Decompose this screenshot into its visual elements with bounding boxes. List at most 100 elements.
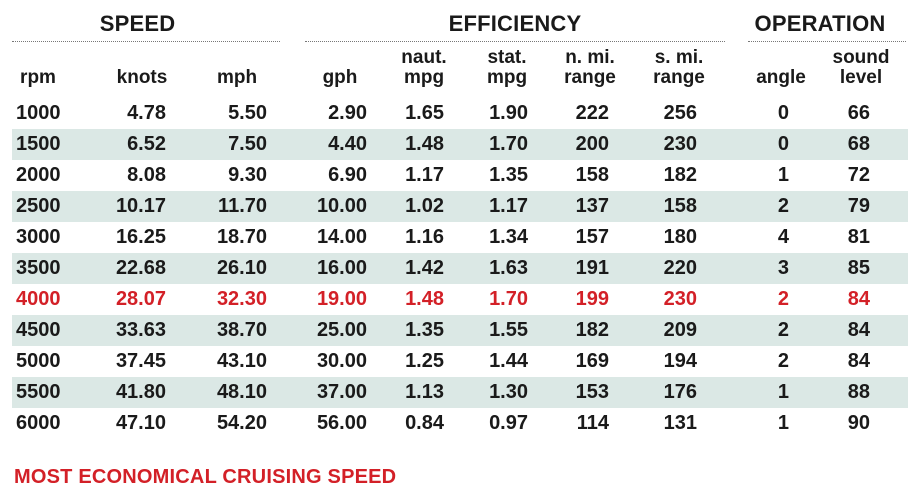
column-header-rpm: rpm <box>20 67 56 88</box>
cell-stat-mpg: 1.30 <box>489 381 528 403</box>
cell-angle: 1 <box>777 381 789 403</box>
cell-s-mi-range: 158 <box>663 195 697 217</box>
cell-s-mi-range: 194 <box>663 350 697 372</box>
table-row-highlighted: 4000 28.07 32.30 19.00 1.48 1.70 199 230 2 84 <box>12 284 908 315</box>
cell-rpm: 5000 <box>16 350 61 372</box>
cell-rpm: 1000 <box>16 102 61 124</box>
cell-s-mi-range: 209 <box>663 319 697 341</box>
cell-stat-mpg: 1.35 <box>489 164 528 186</box>
cell-rpm: 5500 <box>16 381 61 403</box>
cell-angle: 2 <box>777 350 789 372</box>
cell-knots: 16.25 <box>115 226 166 248</box>
table-row: 5000 37.45 43.10 30.00 1.25 1.44 169 194 2 84 <box>12 346 908 377</box>
cell-angle: 2 <box>777 319 789 341</box>
cell-knots: 28.07 <box>115 288 166 310</box>
cell-knots: 47.10 <box>115 412 166 434</box>
cell-gph: 37.00 <box>316 381 367 403</box>
cell-knots: 22.68 <box>115 257 166 279</box>
cell-sound-level: 72 <box>847 164 870 186</box>
cell-mph: 9.30 <box>228 164 267 186</box>
cell-n-mi-range: 182 <box>575 319 609 341</box>
cell-rpm: 6000 <box>16 412 61 434</box>
cell-angle: 3 <box>777 257 789 279</box>
cell-rpm: 3500 <box>16 257 61 279</box>
cell-naut-mpg: 1.16 <box>405 226 444 248</box>
cell-rpm: 2500 <box>16 195 61 217</box>
cell-mph: 11.70 <box>218 195 267 217</box>
cell-gph: 14.00 <box>316 226 367 248</box>
cell-angle: 0 <box>777 102 789 124</box>
cell-n-mi-range: 158 <box>575 164 609 186</box>
column-header-naut-mpg: naut. mpg <box>401 47 447 88</box>
cell-n-mi-range: 153 <box>575 381 609 403</box>
column-header-gph: gph <box>322 67 358 88</box>
cell-mph: 32.30 <box>216 288 267 310</box>
cell-naut-mpg: 1.48 <box>405 288 444 310</box>
cell-naut-mpg: 1.42 <box>405 257 444 279</box>
column-header-s-mi-range: s. mi. range <box>653 47 705 88</box>
cell-rpm: 1500 <box>16 133 61 155</box>
cell-angle: 0 <box>777 133 789 155</box>
cell-sound-level: 84 <box>847 350 870 372</box>
cell-angle: 1 <box>777 164 789 186</box>
cell-gph: 19.00 <box>316 288 367 310</box>
column-header-sound-level: sound level <box>832 47 890 88</box>
group-title-operation: OPERATION <box>754 11 886 36</box>
table-row: 1500 6.52 7.50 4.40 1.48 1.70 200 230 0 68 <box>12 129 908 160</box>
table-row: 3000 16.25 18.70 14.00 1.16 1.34 157 180 4 81 <box>12 222 908 253</box>
cell-sound-level: 79 <box>847 195 870 217</box>
cell-stat-mpg: 1.70 <box>489 288 528 310</box>
cell-gph: 6.90 <box>328 164 367 186</box>
cell-angle: 2 <box>777 288 789 310</box>
cell-gph: 56.00 <box>316 412 367 434</box>
group-divider-speed <box>12 41 280 42</box>
cell-gph: 16.00 <box>316 257 367 279</box>
cell-s-mi-range: 220 <box>663 257 697 279</box>
cell-n-mi-range: 137 <box>575 195 609 217</box>
cell-gph: 30.00 <box>316 350 367 372</box>
cell-n-mi-range: 199 <box>575 288 609 310</box>
cell-stat-mpg: 0.97 <box>489 412 528 434</box>
cell-naut-mpg: 1.02 <box>405 195 444 217</box>
cell-knots: 37.45 <box>115 350 166 372</box>
cell-angle: 1 <box>777 412 789 434</box>
cell-sound-level: 68 <box>847 133 870 155</box>
table-row: 2000 8.08 9.30 6.90 1.17 1.35 158 182 1 72 <box>12 160 908 191</box>
cell-knots: 6.52 <box>127 133 166 155</box>
cell-sound-level: 88 <box>847 381 870 403</box>
cell-n-mi-range: 169 <box>575 350 609 372</box>
cell-s-mi-range: 230 <box>663 133 697 155</box>
cell-sound-level: 84 <box>847 319 870 341</box>
cell-stat-mpg: 1.90 <box>489 102 528 124</box>
cell-gph: 10.00 <box>316 195 367 217</box>
cell-s-mi-range: 182 <box>663 164 697 186</box>
cell-stat-mpg: 1.70 <box>489 133 528 155</box>
cell-naut-mpg: 1.17 <box>405 164 444 186</box>
cell-knots: 41.80 <box>115 381 166 403</box>
cell-rpm: 4500 <box>16 319 61 341</box>
table-row: 3500 22.68 26.10 16.00 1.42 1.63 191 220 3 85 <box>12 253 908 284</box>
cell-mph: 38.70 <box>216 319 267 341</box>
footer-note: MOST ECONOMICAL CRUISING SPEED <box>14 466 397 488</box>
cell-mph: 48.10 <box>216 381 267 403</box>
cell-gph: 4.40 <box>328 133 367 155</box>
cell-stat-mpg: 1.63 <box>489 257 528 279</box>
cell-n-mi-range: 114 <box>576 412 609 434</box>
cell-sound-level: 85 <box>847 257 870 279</box>
cell-naut-mpg: 1.13 <box>405 381 444 403</box>
cell-mph: 26.10 <box>216 257 267 279</box>
cell-gph: 2.90 <box>328 102 367 124</box>
table-row: 2500 10.17 11.70 10.00 1.02 1.17 137 158 2 79 <box>12 191 908 222</box>
column-header-mph: mph <box>216 67 258 88</box>
cell-angle: 4 <box>777 226 789 248</box>
cell-rpm: 3000 <box>16 226 61 248</box>
column-header-knots: knots <box>116 67 168 88</box>
cell-n-mi-range: 191 <box>575 257 609 279</box>
cell-rpm: 2000 <box>16 164 61 186</box>
cell-rpm: 4000 <box>16 288 61 310</box>
column-header-angle: angle <box>756 67 806 88</box>
cell-gph: 25.00 <box>316 319 367 341</box>
cell-s-mi-range: 230 <box>663 288 697 310</box>
cell-naut-mpg: 1.35 <box>405 319 444 341</box>
cell-sound-level: 90 <box>847 412 870 434</box>
